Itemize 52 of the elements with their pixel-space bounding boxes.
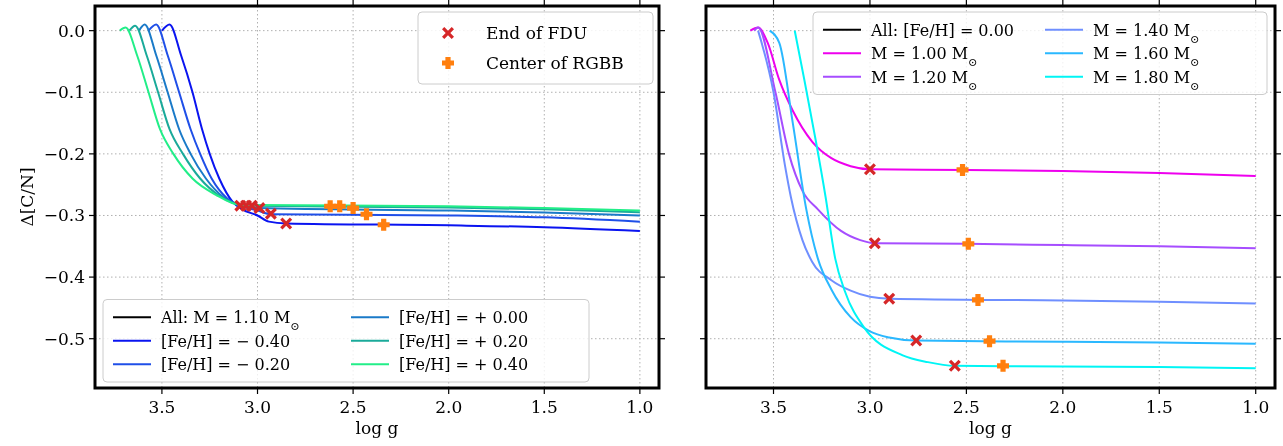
legend-label: M = 1.40 M$_{⊙}$ bbox=[1093, 20, 1200, 46]
point bbox=[962, 237, 975, 250]
point bbox=[347, 202, 360, 215]
y-tick-label: −0.5 bbox=[43, 328, 85, 349]
y-tick-label: −0.1 bbox=[43, 82, 85, 103]
x-tick-label: 2.5 bbox=[339, 397, 367, 417]
y-tick-label: −0.2 bbox=[43, 143, 85, 164]
legend-label: M = 1.80 M$_{⊙}$ bbox=[1093, 67, 1200, 93]
x-tick-label: 3.0 bbox=[243, 397, 272, 417]
point bbox=[280, 217, 293, 230]
point bbox=[333, 200, 346, 213]
point bbox=[863, 163, 876, 176]
x-tick-label: 2.5 bbox=[952, 397, 980, 417]
point bbox=[868, 237, 881, 250]
legend-label: End of FDU bbox=[486, 23, 588, 43]
legend-label: M = 1.20 M$_{⊙}$ bbox=[871, 67, 978, 93]
point bbox=[377, 218, 390, 231]
y-tick-label: 0.0 bbox=[57, 20, 85, 41]
x-axis-title: log g bbox=[355, 418, 399, 438]
y-tick-label: −0.3 bbox=[43, 205, 85, 226]
legend-label: [Fe/H] = + 0.40 bbox=[399, 355, 529, 375]
x-axis-title: log g bbox=[969, 418, 1013, 438]
point bbox=[956, 163, 969, 176]
x-tick-label: 2.0 bbox=[435, 397, 463, 417]
x-tick-label: 3.5 bbox=[759, 397, 788, 417]
point bbox=[983, 335, 996, 348]
x-tick-label: 3.5 bbox=[148, 397, 176, 417]
legend-label: Center of RGBB bbox=[486, 53, 624, 73]
x-tick-label: 1.0 bbox=[1242, 397, 1270, 417]
legend-label: [Fe/H] = − 0.20 bbox=[161, 355, 291, 375]
point bbox=[264, 207, 277, 220]
y-axis-title: Δ[C/N] bbox=[17, 167, 37, 227]
x-tick-label: 1.5 bbox=[1145, 397, 1173, 417]
legend-label: M = 1.60 M$_{⊙}$ bbox=[1093, 44, 1200, 69]
legend-label: [Fe/H] = − 0.40 bbox=[161, 331, 291, 351]
y-tick-label: −0.4 bbox=[43, 267, 85, 288]
legend-label: M = 1.00 M$_{⊙}$ bbox=[871, 44, 978, 69]
point bbox=[910, 334, 923, 347]
point bbox=[253, 202, 266, 215]
legend-label: [Fe/H] = + 0.00 bbox=[399, 308, 529, 328]
x-tick-label: 2.0 bbox=[1049, 397, 1077, 417]
legend-label: All: M = 1.10 M$_{⊙}$ bbox=[160, 308, 300, 333]
x-tick-label: 1.5 bbox=[530, 397, 558, 417]
x-tick-label: 1.0 bbox=[626, 397, 654, 417]
point bbox=[997, 359, 1010, 372]
point bbox=[948, 359, 961, 372]
legend-label: [Fe/H] = + 0.20 bbox=[399, 331, 529, 351]
x-tick-label: 3.0 bbox=[856, 397, 884, 417]
point bbox=[360, 208, 373, 221]
point bbox=[971, 293, 984, 306]
legend-label: All: [Fe/H] = 0.00 bbox=[870, 20, 1014, 40]
point bbox=[883, 292, 896, 305]
